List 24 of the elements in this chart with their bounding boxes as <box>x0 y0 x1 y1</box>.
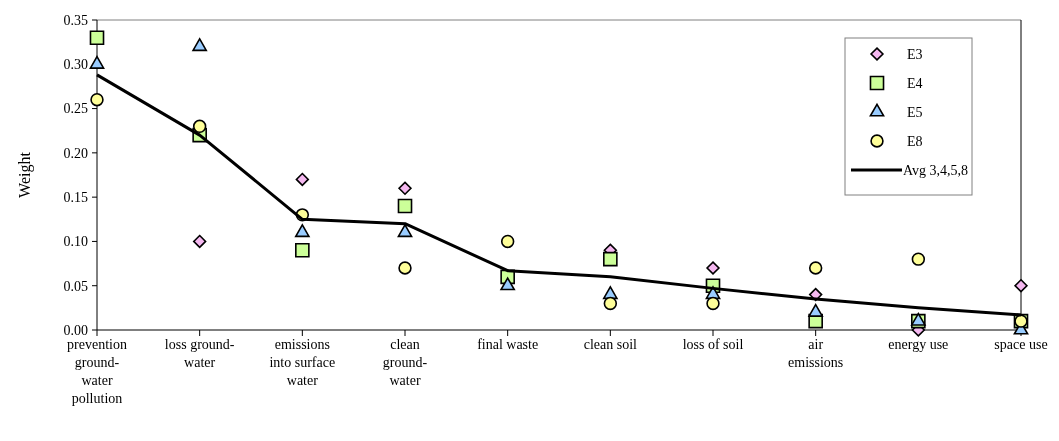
y-axis-title: Weight <box>16 151 34 198</box>
y-tick-label: 0.05 <box>63 278 88 294</box>
legend-label: Avg 3,4,5,8 <box>903 162 969 178</box>
x-tick-label: clean ground-water <box>382 337 428 388</box>
x-tick-label: clean soil <box>583 337 638 352</box>
y-tick-label: 0.30 <box>63 57 88 73</box>
x-tick-label: air emissions <box>788 337 844 370</box>
x-tick-label: loss of soil <box>682 337 744 352</box>
x-tick-label: prevention ground-water pollution <box>67 337 127 406</box>
y-tick-label: 0.15 <box>63 190 88 206</box>
x-tick-label: final waste <box>477 337 539 352</box>
x-tick-label: emissions into surface water <box>269 337 336 388</box>
legend-label: E8 <box>907 133 923 149</box>
legend-label: E4 <box>907 75 923 91</box>
y-tick-label: 0.10 <box>63 234 88 250</box>
legend-label: E5 <box>907 104 923 120</box>
y-tick-label: 0.00 <box>63 322 88 338</box>
x-tick-label: space use <box>994 337 1048 352</box>
y-tick-label: 0.35 <box>63 12 88 28</box>
y-tick-label: 0.20 <box>63 145 88 161</box>
legend-label: E3 <box>907 46 923 62</box>
x-tick-label: loss ground-water <box>164 337 235 370</box>
y-tick-label: 0.25 <box>63 101 88 117</box>
x-tick-label: energy use <box>888 337 949 352</box>
